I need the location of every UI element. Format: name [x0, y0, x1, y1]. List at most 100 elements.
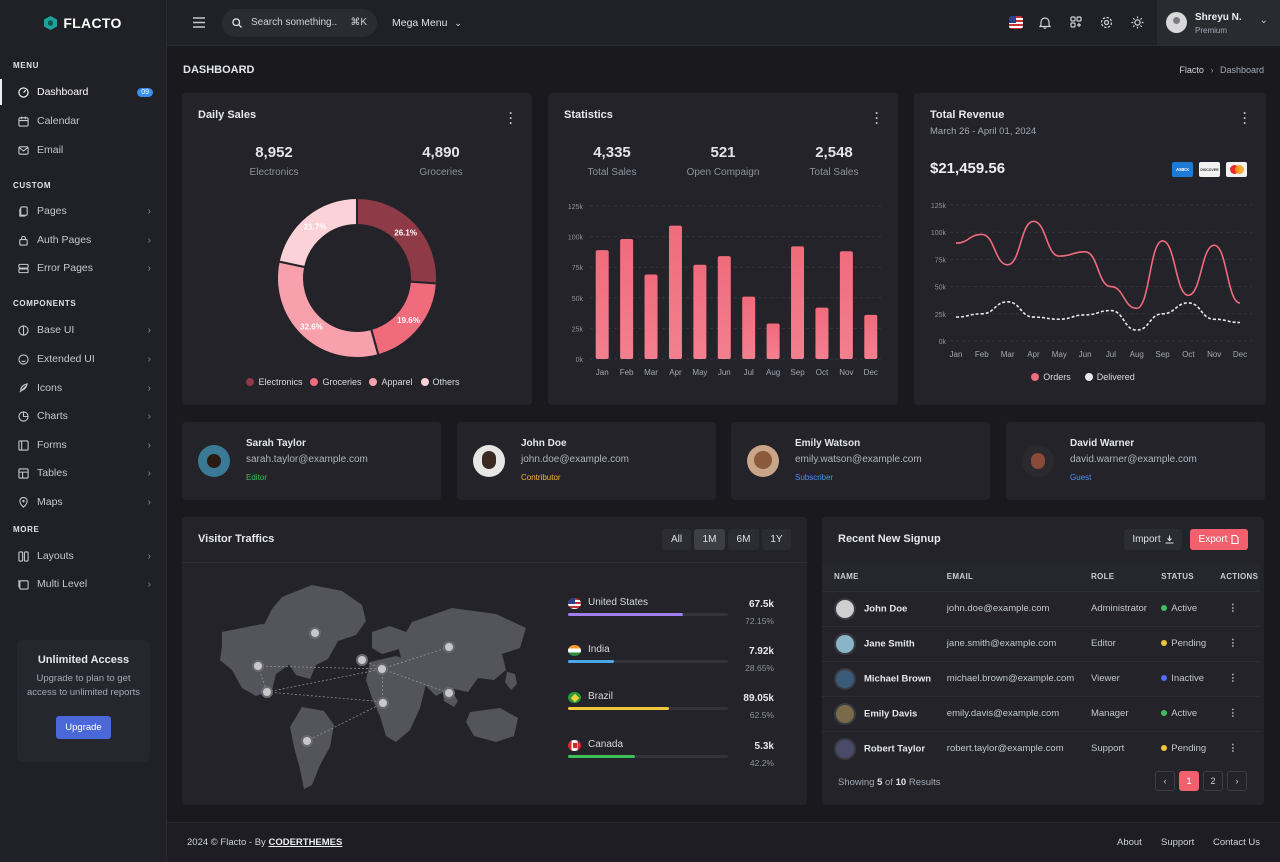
- brand-logo[interactable]: FLACTO: [0, 0, 166, 46]
- more-vertical-icon[interactable]: ⋮: [1208, 625, 1260, 661]
- legend-item[interactable]: Orders: [1031, 372, 1071, 382]
- user-card[interactable]: David Warner david.warner@example.com Gu…: [1006, 422, 1265, 500]
- sidebar-item-pages[interactable]: Pages ›: [0, 198, 166, 224]
- sidebar-item-auth-pages[interactable]: Auth Pages ›: [0, 227, 166, 253]
- donut-slice-others[interactable]: [277, 196, 358, 269]
- series-line-orders[interactable]: [955, 220, 1241, 310]
- slice-label: 21.7%: [304, 222, 327, 231]
- sidebar-item-dashboard[interactable]: Dashboard 09: [0, 79, 166, 105]
- bar-jul[interactable]: [742, 296, 756, 359]
- sidebar-item-base-ui[interactable]: Base UI ›: [0, 317, 166, 343]
- tab-1y[interactable]: 1Y: [762, 529, 791, 550]
- sun-icon[interactable]: [1131, 16, 1144, 32]
- more-vertical-icon[interactable]: · · ·: [509, 106, 513, 130]
- bar-feb[interactable]: [620, 239, 634, 359]
- more-vertical-icon[interactable]: ⋮: [1208, 660, 1260, 696]
- legend-item[interactable]: Electronics: [246, 377, 302, 387]
- mega-menu-button[interactable]: Mega Menu ⌄: [392, 17, 462, 29]
- series-line-delivered[interactable]: [955, 301, 1241, 331]
- sidebar-item-forms[interactable]: Forms ›: [0, 432, 166, 458]
- bell-icon[interactable]: [1038, 16, 1052, 32]
- country-value: 89.05k: [743, 693, 774, 704]
- sidebar-item-tables[interactable]: Tables ›: [0, 460, 166, 486]
- tab-all[interactable]: All: [662, 529, 691, 550]
- bar-oct[interactable]: [815, 307, 829, 359]
- legend-item[interactable]: Delivered: [1084, 372, 1135, 382]
- user-menu[interactable]: Shreyu N. Premium ⌄: [1157, 0, 1280, 46]
- legend-item[interactable]: Apparel: [369, 377, 413, 387]
- more-vertical-icon[interactable]: ⋮: [1208, 695, 1260, 731]
- bar-nov[interactable]: [839, 251, 853, 359]
- sidebar-item-email[interactable]: Email: [0, 137, 166, 163]
- footer-link-about[interactable]: About: [1117, 837, 1142, 848]
- table-row[interactable]: Michael Brown michael.brown@example.com …: [822, 660, 1260, 696]
- copyright-text: 2024 © Flacto - By: [187, 837, 266, 848]
- upgrade-button[interactable]: Upgrade: [56, 716, 111, 739]
- gear-icon[interactable]: [1100, 16, 1113, 32]
- apps-icon[interactable]: [1070, 16, 1082, 31]
- column-header[interactable]: ACTIONS: [1220, 572, 1259, 582]
- sidebar-item-multi-level[interactable]: Multi Level ›: [0, 571, 166, 597]
- tab-6m[interactable]: 6M: [728, 529, 759, 550]
- bar-jun[interactable]: [717, 256, 731, 359]
- sidebar-item-charts[interactable]: Charts ›: [0, 403, 166, 429]
- search-input[interactable]: Search something..: [251, 17, 338, 28]
- sidebar-item-extended-ui[interactable]: Extended UI ›: [0, 346, 166, 372]
- brazil-flag-icon: [568, 692, 581, 703]
- sidebar-item-layouts[interactable]: Layouts ›: [0, 543, 166, 569]
- user-card[interactable]: Sarah Taylor sarah.taylor@example.com Ed…: [182, 422, 441, 500]
- sidebar-item-maps[interactable]: Maps ›: [0, 489, 166, 515]
- legend-item[interactable]: Groceries: [310, 377, 361, 387]
- menu-toggle-icon[interactable]: [193, 17, 205, 31]
- table-row[interactable]: Emily Davis emily.davis@example.com Mana…: [822, 695, 1260, 731]
- breadcrumb-root[interactable]: Flacto: [1179, 65, 1204, 75]
- bar-may[interactable]: [693, 264, 707, 359]
- bar-dec[interactable]: [864, 314, 878, 359]
- chevron-right-icon: ›: [1235, 776, 1239, 786]
- prev-page-button[interactable]: ‹: [1155, 771, 1175, 791]
- column-header[interactable]: STATUS: [1161, 572, 1194, 582]
- column-header[interactable]: NAME: [834, 572, 859, 582]
- column-header[interactable]: ROLE: [1090, 572, 1115, 582]
- user-email: emily.watson@example.com: [795, 454, 922, 465]
- footer-link-support[interactable]: Support: [1161, 837, 1195, 848]
- user-card[interactable]: Emily Watson emily.watson@example.com Su…: [731, 422, 990, 500]
- export-button[interactable]: Export: [1190, 529, 1248, 550]
- table-row[interactable]: Jane Smith jane.smith@example.com Editor…: [822, 625, 1260, 661]
- legend-item[interactable]: Others: [420, 377, 460, 387]
- progress-fill: [568, 707, 669, 710]
- legend-label: Groceries: [322, 377, 362, 387]
- sidebar-item-icons[interactable]: Icons ›: [0, 375, 166, 401]
- file-icon: [1231, 535, 1240, 544]
- more-vertical-icon[interactable]: ⋮: [1208, 730, 1260, 766]
- pie-chart-icon: [17, 410, 29, 422]
- bar-apr[interactable]: [668, 225, 682, 359]
- sidebar-item-error-pages[interactable]: Error Pages ›: [0, 255, 166, 281]
- table-row[interactable]: Robert Taylor robert.taylor@example.com …: [822, 730, 1260, 766]
- more-vertical-icon[interactable]: · · ·: [1243, 106, 1247, 130]
- sidebar-item-calendar[interactable]: Calendar: [0, 108, 166, 134]
- page-button-1[interactable]: 1: [1179, 771, 1199, 791]
- page-button-2[interactable]: 2: [1203, 771, 1223, 791]
- search-bar[interactable]: Search something.. ⌘K: [222, 9, 377, 37]
- column-header[interactable]: EMAIL: [946, 572, 974, 582]
- company-link[interactable]: CODERTHEMES: [268, 837, 343, 848]
- more-vertical-icon[interactable]: · · ·: [875, 106, 879, 130]
- next-page-button[interactable]: ›: [1227, 771, 1247, 791]
- user-name: Emily Watson: [795, 438, 861, 449]
- bar-jan[interactable]: [595, 250, 609, 359]
- bar-aug[interactable]: [766, 323, 780, 359]
- table-row[interactable]: John Doe john.doe@example.com Administra…: [822, 590, 1260, 626]
- legend-dot: [420, 378, 429, 386]
- more-vertical-icon[interactable]: ⋮: [1208, 590, 1260, 626]
- tab-1m[interactable]: 1M: [694, 529, 725, 550]
- us-flag-icon[interactable]: [1009, 16, 1023, 29]
- import-button[interactable]: Import: [1124, 529, 1182, 550]
- user-card[interactable]: John Doe john.doe@example.com Contributo…: [457, 422, 716, 500]
- bar-sep[interactable]: [791, 246, 805, 359]
- bar-mar[interactable]: [644, 274, 658, 359]
- donut-slice-electronics[interactable]: [356, 196, 438, 285]
- donut-slice-apparel[interactable]: [276, 260, 380, 359]
- chevron-right-icon: ›: [147, 382, 151, 394]
- footer-link-contact[interactable]: Contact Us: [1213, 837, 1260, 848]
